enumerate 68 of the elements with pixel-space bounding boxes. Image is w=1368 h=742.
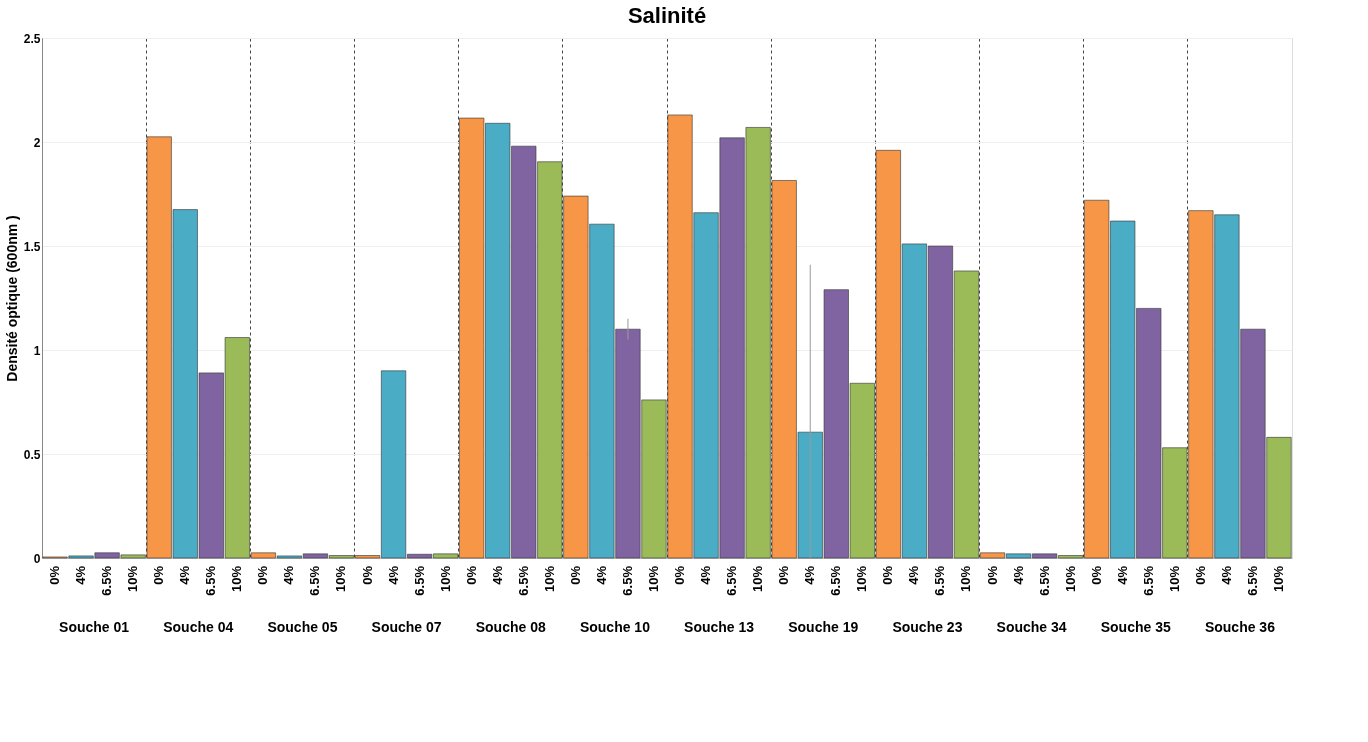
- x-tick-label: Souche 19: [788, 618, 859, 635]
- text: 0%: [1192, 566, 1208, 585]
- text: 6.5%: [1140, 566, 1156, 596]
- x-tick-label: Souche 34: [996, 618, 1067, 635]
- x-tick-label: Souche 04: [163, 618, 234, 635]
- y-tick-label: 0.5: [23, 447, 41, 462]
- text: 0%: [567, 566, 583, 585]
- x-tick-label: Souche 08: [475, 618, 546, 635]
- text: 6.5%: [99, 565, 115, 596]
- text: 4%: [73, 565, 89, 585]
- text: 10%: [541, 566, 557, 593]
- y-axis-title: Densité optique (600nm ): [3, 215, 20, 382]
- text: 0%: [1088, 566, 1104, 585]
- y-tick-label: 2.5: [23, 31, 41, 46]
- chart-title: Salinité: [627, 3, 707, 28]
- text: 4%: [281, 566, 297, 585]
- x-tick-label: Souche 36: [1204, 618, 1276, 635]
- text: 6.5%: [828, 566, 844, 596]
- text: 6.5%: [515, 566, 531, 596]
- text: 10%: [645, 566, 661, 593]
- text: 4%: [1114, 566, 1130, 585]
- text: 0%: [359, 566, 375, 585]
- text: 10%: [854, 566, 870, 593]
- x-tick-label: Souche 13: [684, 618, 755, 635]
- text: 10%: [229, 566, 245, 593]
- x-tick-label: Souche 23: [892, 618, 963, 635]
- text: 4%: [177, 566, 193, 585]
- text: 6.5%: [724, 566, 740, 596]
- text: 0%: [984, 566, 1000, 585]
- text: 6.5%: [932, 566, 948, 596]
- text: 4%: [593, 566, 609, 585]
- text: 6.5%: [203, 566, 219, 596]
- text: 6.5%: [1036, 566, 1052, 596]
- y-tick-label: 0: [33, 551, 41, 566]
- text: 10%: [125, 565, 141, 593]
- text: 4%: [1010, 566, 1026, 585]
- x-tick-label: Souche 10: [579, 618, 651, 635]
- text: 0%: [880, 566, 896, 585]
- y-tick-label: 2: [33, 135, 41, 150]
- text: 0%: [672, 566, 688, 585]
- text: 4%: [1218, 566, 1234, 585]
- text: 4%: [802, 566, 818, 585]
- y-tick-label: 1: [33, 343, 41, 358]
- text: 0%: [463, 566, 479, 585]
- x-tick-label: Souche 35: [1100, 618, 1171, 635]
- text: 6.5%: [411, 566, 427, 596]
- text: 6.5%: [619, 566, 635, 596]
- x-tick-label: Souche 05: [267, 618, 338, 635]
- text: 0%: [47, 565, 63, 585]
- text: 0%: [255, 566, 271, 585]
- text: 0%: [151, 566, 167, 585]
- text: 10%: [1062, 566, 1078, 593]
- text: 6.5%: [1244, 566, 1260, 596]
- text: 6.5%: [307, 566, 323, 596]
- text: 4%: [698, 566, 714, 585]
- text: 10%: [333, 566, 349, 593]
- text: 4%: [385, 566, 401, 585]
- text: 10%: [1270, 566, 1286, 593]
- x-tick-label: Souche 07: [371, 618, 442, 635]
- y-tick-label: 1.5: [23, 239, 41, 254]
- text: 4%: [489, 566, 505, 585]
- text: 0%: [776, 566, 792, 585]
- text: 10%: [437, 566, 453, 593]
- text: 10%: [958, 566, 974, 593]
- text: 4%: [906, 566, 922, 585]
- x-tick-label: Souche 01: [59, 618, 130, 635]
- text: 10%: [1166, 566, 1182, 593]
- text: 10%: [750, 566, 766, 593]
